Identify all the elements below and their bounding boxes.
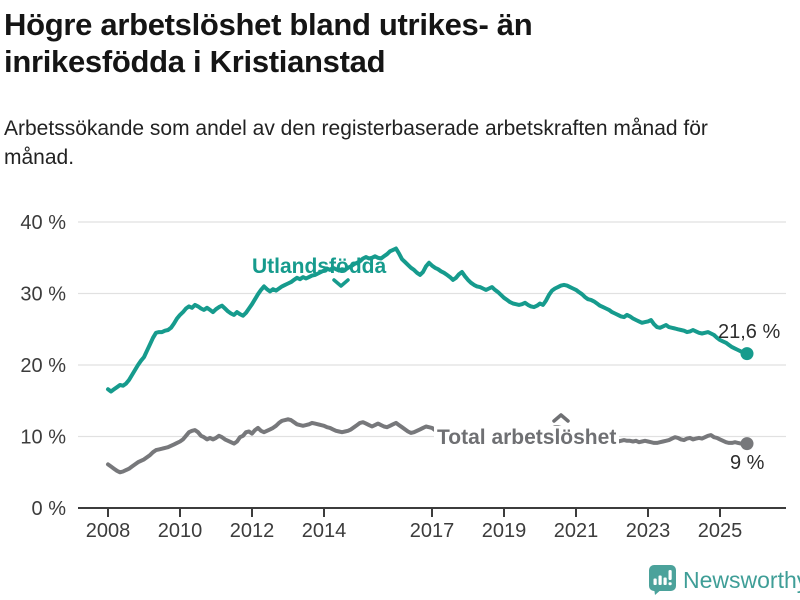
chevron-down-icon [332, 278, 350, 288]
y-tick-label: 20 % [20, 355, 66, 377]
y-tick-label: 0 % [32, 498, 67, 520]
x-tick-label: 2023 [626, 520, 671, 542]
series-end-dot [740, 437, 754, 451]
y-tick-label: 10 % [20, 427, 66, 449]
end-value-label-total: 9 % [730, 452, 765, 474]
page-subtitle: Arbetssökande som andel av den registerb… [4, 117, 708, 169]
x-tick-label: 2021 [554, 520, 599, 542]
x-tick-label: 2008 [86, 520, 131, 542]
x-tick-label: 2014 [302, 520, 347, 542]
y-tick-label: 40 % [20, 212, 66, 234]
newsworthy-logo: Newsworthy [649, 565, 800, 595]
x-tick-label: 2012 [230, 520, 275, 542]
newsworthy-speech-bubble-chart-icon [649, 565, 676, 595]
end-value-label-utlandsfodda: 21,6 % [718, 321, 781, 343]
x-tick-label: 2017 [410, 520, 455, 542]
series-label-utlandsfodda: Utlandsfödda [252, 255, 387, 278]
x-tick-label: 2010 [158, 520, 203, 542]
series-end-dot [740, 347, 754, 361]
chevron-up-icon [552, 413, 570, 423]
series-label-total: Total arbetslöshet [434, 426, 620, 450]
series-line [106, 246, 749, 394]
y-tick-label: 30 % [20, 284, 66, 306]
series-line [106, 417, 749, 475]
page-title: Högre arbetslöshet bland utrikes- än inr… [4, 7, 533, 79]
x-tick-label: 2019 [482, 520, 527, 542]
x-tick-label: 2025 [698, 520, 743, 542]
newsworthy-wordmark: Newsworthy [683, 566, 800, 593]
